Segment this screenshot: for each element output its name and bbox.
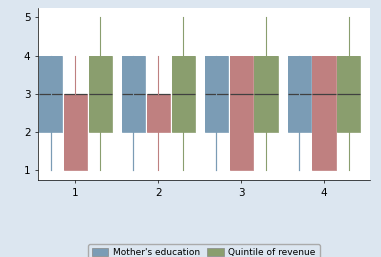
Bar <box>147 94 170 132</box>
Bar <box>255 56 278 132</box>
Bar <box>39 56 62 132</box>
Bar <box>171 56 195 132</box>
Legend: Mother's education, Family_status, Quintile of revenue: Mother's education, Family_status, Quint… <box>88 244 320 257</box>
Bar <box>147 94 170 132</box>
Bar <box>312 56 336 170</box>
Bar <box>337 56 360 132</box>
Bar <box>64 94 87 170</box>
Bar <box>171 56 195 132</box>
Bar <box>122 56 145 132</box>
Bar <box>288 56 311 132</box>
Bar <box>64 94 87 170</box>
Bar <box>229 56 253 170</box>
Bar <box>89 56 112 132</box>
Bar <box>205 56 228 132</box>
Bar <box>229 56 253 170</box>
Bar <box>312 56 336 170</box>
Bar <box>337 56 360 132</box>
Bar <box>255 56 278 132</box>
Bar <box>205 56 228 132</box>
Bar <box>122 56 145 132</box>
Bar <box>89 56 112 132</box>
Bar <box>288 56 311 132</box>
Bar <box>39 56 62 132</box>
